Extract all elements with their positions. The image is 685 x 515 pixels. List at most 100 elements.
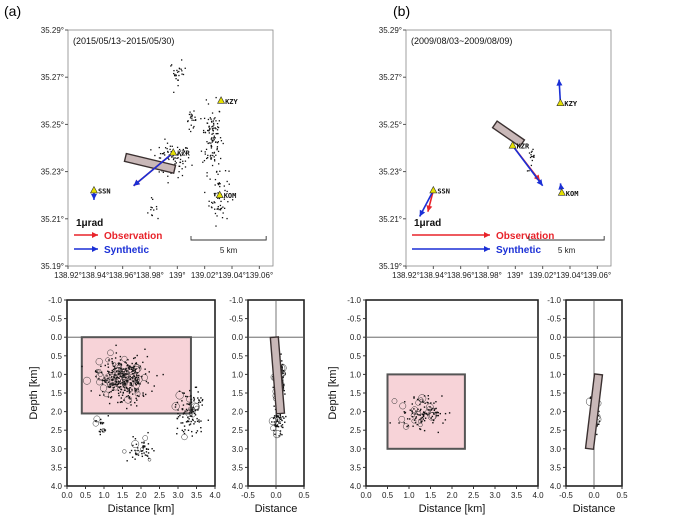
epicenter (213, 192, 216, 195)
hypocenter (145, 393, 147, 396)
hypocenter (140, 450, 142, 452)
hypocenter (200, 420, 202, 422)
hypocenter (124, 361, 126, 364)
x-tick-label: 139.06° (245, 271, 273, 280)
hypocenter (411, 416, 414, 418)
epicenter (207, 103, 210, 105)
hypocenter (423, 411, 426, 414)
hypocenter (99, 384, 108, 392)
hypocenter (171, 402, 180, 411)
epicenter (177, 176, 179, 179)
hypocenter (191, 409, 194, 411)
hypocenter (273, 415, 276, 417)
hypocenter (122, 374, 124, 376)
epicenter (176, 154, 179, 156)
hypocenter (136, 354, 138, 357)
y-tick-label: 35.29° (41, 26, 64, 35)
epicenter (220, 208, 222, 210)
epicenter (172, 155, 174, 157)
epicenter (208, 125, 210, 127)
epicenter (173, 75, 176, 77)
epicenter (176, 69, 178, 72)
hypocenter (284, 421, 286, 423)
hypocenter (435, 407, 437, 410)
epicenter (166, 147, 168, 150)
epicenter (215, 120, 217, 122)
epicenter (194, 116, 196, 118)
y-tick-label: -0.5 (347, 315, 361, 324)
hypocenter (140, 447, 144, 452)
hypocenter (129, 384, 131, 386)
hypocenter (191, 418, 194, 421)
hypocenter (96, 371, 98, 373)
hypocenter (107, 349, 114, 357)
hypocenter (119, 379, 124, 383)
hypocenter (111, 372, 114, 374)
epicenter (210, 157, 213, 159)
hypocenter (142, 361, 144, 364)
hypocenter (119, 375, 121, 377)
hypocenter (207, 419, 210, 421)
epicenter (206, 175, 208, 177)
hypocenter (175, 403, 177, 406)
epicenter (186, 147, 188, 149)
hypocenter (414, 413, 416, 415)
hypocenter (101, 383, 104, 385)
x-tick-label: 0.5 (298, 491, 310, 500)
hypocenter (145, 451, 148, 453)
hypocenter (117, 383, 119, 386)
hypocenter (421, 413, 423, 415)
epicenter (180, 154, 182, 157)
epicenter (157, 217, 159, 220)
hypocenter (131, 385, 133, 387)
hypocenter (200, 397, 202, 399)
hypocenter (123, 380, 126, 383)
hypocenter (116, 385, 118, 387)
hypocenter (104, 364, 106, 367)
epicenter (217, 126, 219, 128)
hypocenter (110, 383, 113, 385)
hypocenter (121, 355, 128, 362)
hypocenter (125, 367, 127, 370)
scale-label: 5 km (558, 246, 576, 255)
hypocenter (268, 417, 277, 426)
x-tick-label: 2.0 (135, 491, 147, 500)
hypocenter (111, 376, 113, 378)
epicenter (223, 185, 225, 187)
hypocenter (142, 445, 145, 447)
hypocenter (199, 401, 202, 403)
hypocenter (404, 411, 407, 414)
hypocenter (281, 366, 283, 368)
y-tick-label: 1.5 (51, 389, 63, 398)
epicenter (190, 124, 192, 126)
epicenter (174, 157, 176, 159)
epicenter (177, 79, 179, 81)
hypocenter (411, 410, 413, 412)
epicenter (214, 194, 216, 197)
hypocenter (130, 404, 132, 406)
epicenter (216, 149, 218, 151)
hypocenter (427, 414, 429, 416)
hypocenter (281, 360, 283, 362)
hypocenter (123, 389, 126, 391)
hypocenter (198, 399, 200, 401)
epicenter (192, 127, 194, 129)
hypocenter (135, 384, 138, 386)
hypocenter (129, 401, 132, 403)
hypocenter (113, 376, 115, 378)
hypocenter (188, 412, 191, 414)
epicenter (208, 200, 210, 202)
hypocenter (120, 385, 122, 388)
hypocenter (106, 375, 108, 377)
epicenter (210, 142, 212, 144)
hypocenter (95, 375, 97, 378)
hypocenter (132, 444, 134, 447)
hypocenter-group (389, 394, 451, 434)
hypocenter (131, 456, 134, 458)
hypocenter (135, 453, 137, 456)
hypocenter (131, 393, 134, 395)
hypocenter (134, 438, 137, 440)
hypocenter (134, 356, 136, 359)
hypocenter (133, 365, 135, 368)
epicenter (214, 117, 216, 119)
